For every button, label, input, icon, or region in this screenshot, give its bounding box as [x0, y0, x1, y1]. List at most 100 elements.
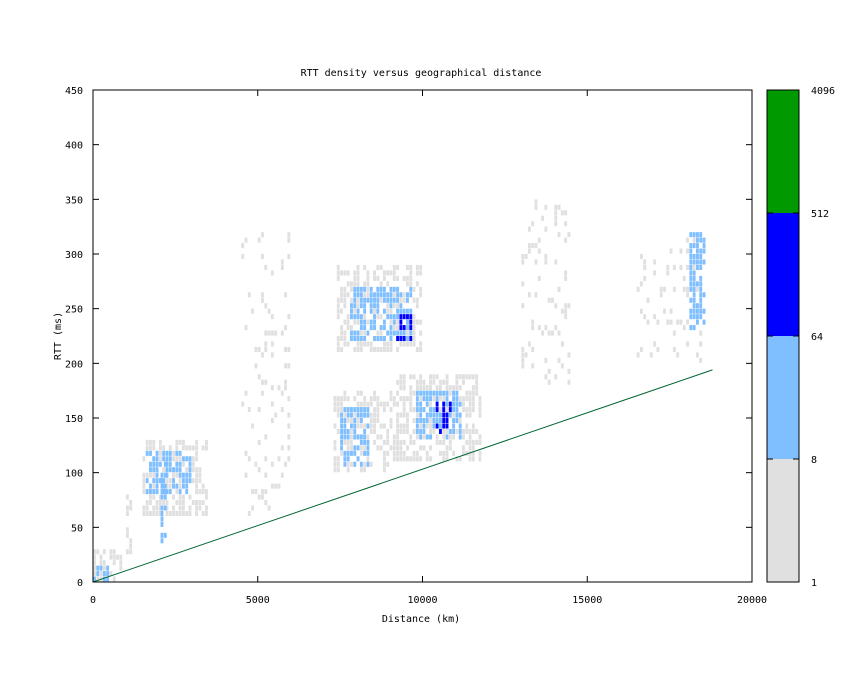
heatmap-cell	[366, 407, 370, 413]
heatmap-cell	[363, 439, 367, 445]
heatmap-cell	[178, 461, 182, 467]
heatmap-cell	[145, 472, 149, 478]
heatmap-cell	[149, 461, 152, 467]
heatmap-cell	[478, 450, 482, 456]
heatmap-cell	[435, 401, 439, 407]
heatmap-cell	[366, 412, 370, 418]
heatmap-cell	[409, 270, 413, 276]
heatmap-cell	[369, 346, 373, 352]
heatmap-cell	[359, 407, 363, 413]
heatmap-cell	[125, 510, 129, 516]
heatmap-cell	[343, 434, 347, 440]
heatmap-cell	[264, 330, 268, 336]
heatmap-cell	[376, 308, 380, 314]
colorbar	[767, 90, 799, 582]
heatmap-cell	[270, 330, 274, 336]
heatmap-cell	[564, 303, 568, 309]
heatmap-cell	[359, 341, 363, 347]
heatmap-cell	[366, 461, 370, 467]
heatmap-cell	[409, 308, 413, 314]
heatmap-cell	[198, 505, 202, 511]
heatmap-cell	[389, 346, 393, 352]
heatmap-cell	[389, 423, 393, 429]
heatmap-cell	[102, 576, 106, 582]
heatmap-cell	[152, 472, 156, 478]
heatmap-cell	[340, 308, 344, 314]
heatmap-cell	[247, 456, 251, 462]
heatmap-cell	[699, 292, 703, 298]
heatmap-cell	[636, 286, 640, 292]
heatmap-cell	[406, 456, 409, 462]
heatmap-cell	[409, 292, 413, 298]
heatmap-cell	[340, 396, 344, 402]
heatmap-cell	[422, 418, 426, 424]
heatmap-cell	[699, 303, 703, 309]
heatmap-cell	[419, 286, 423, 292]
heatmap-cell	[537, 248, 541, 254]
heatmap-cell	[415, 401, 419, 407]
heatmap-cell	[429, 379, 432, 385]
heatmap-cell	[429, 407, 432, 413]
heatmap-cell	[264, 379, 268, 385]
heatmap-cell	[363, 297, 367, 303]
heatmap-cell	[267, 505, 271, 511]
heatmap-cell	[160, 489, 164, 495]
heatmap-cell	[369, 325, 373, 331]
heatmap-cell	[547, 368, 551, 374]
heatmap-cell	[396, 308, 400, 314]
heatmap-cell	[363, 434, 367, 440]
heatmap-cell	[560, 308, 564, 314]
heatmap-cell	[445, 385, 449, 391]
heatmap-cell	[442, 428, 446, 434]
heatmap-cell	[419, 292, 423, 298]
heatmap-cell	[699, 232, 703, 238]
heatmap-cell	[412, 428, 416, 434]
heatmap-cell	[396, 418, 400, 424]
heatmap-cell	[396, 325, 400, 331]
heatmap-cell	[340, 450, 344, 456]
heatmap-cell	[382, 297, 386, 303]
heatmap-cell	[191, 461, 195, 467]
heatmap-cell	[261, 494, 264, 500]
heatmap-cell	[373, 346, 376, 352]
heatmap-cell	[119, 560, 123, 566]
heatmap-cell	[465, 423, 469, 429]
heatmap-cell	[544, 226, 548, 232]
heatmap-cell	[422, 390, 426, 396]
heatmap-cell	[399, 292, 403, 298]
heatmap-cell	[350, 297, 353, 303]
heatmap-cell	[409, 286, 413, 292]
heatmap-cell	[195, 478, 199, 484]
heatmap-cell	[366, 292, 370, 298]
heatmap-cell	[363, 286, 367, 292]
heatmap-cell	[373, 412, 376, 418]
heatmap-cell	[106, 565, 110, 571]
heatmap-cell	[527, 341, 531, 347]
heatmap-cell	[432, 407, 436, 413]
heatmap-cell	[350, 308, 353, 314]
heatmap-cell	[425, 450, 429, 456]
heatmap-cell	[353, 336, 357, 342]
heatmap-cell	[649, 352, 653, 358]
heatmap-cell	[471, 385, 475, 391]
heatmap-cell	[379, 445, 383, 451]
heatmap-cell	[564, 270, 568, 276]
heatmap-cell	[676, 352, 680, 358]
heatmap-cell	[396, 297, 400, 303]
heatmap-cell	[452, 434, 456, 440]
heatmap-cell	[396, 336, 400, 342]
heatmap-cell	[158, 510, 162, 516]
heatmap-cell	[336, 396, 340, 402]
heatmap-cell	[244, 237, 248, 243]
heatmap-cell	[149, 439, 152, 445]
heatmap-cell	[409, 407, 413, 413]
heatmap-cell	[373, 275, 376, 281]
heatmap-cell	[419, 330, 423, 336]
heatmap-cell	[429, 423, 432, 429]
heatmap-cell	[155, 505, 159, 511]
heatmap-cell	[672, 286, 676, 292]
heatmap-cell	[379, 346, 383, 352]
heatmap-cell	[468, 374, 472, 380]
heatmap-cell	[241, 254, 245, 260]
heatmap-cell	[692, 303, 696, 309]
